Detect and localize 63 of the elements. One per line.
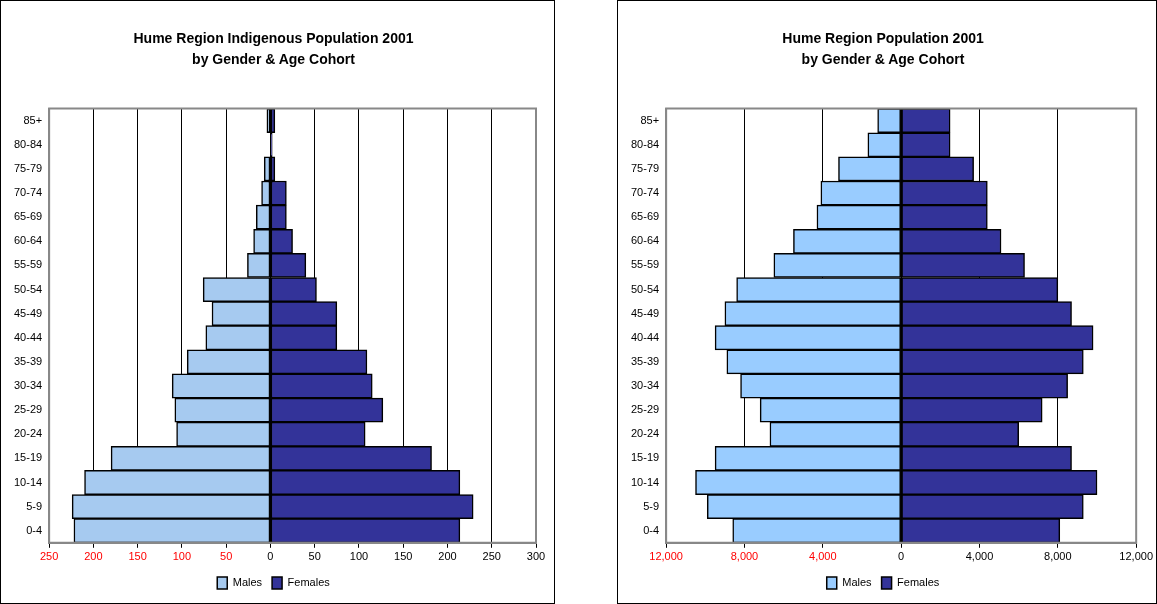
x-tick-label: 50 (220, 550, 233, 563)
chart-title: Hume Region Population 2001 (782, 30, 984, 47)
y-tick-label: 60-64 (13, 234, 43, 247)
chart-subtitle: by Gender & Age Cohort (192, 51, 356, 68)
y-tick-label: 10-14 (630, 475, 660, 488)
y-tick-label: 25-29 (13, 403, 43, 416)
x-tick-label: 0 (898, 550, 905, 563)
y-tick-label: 45-49 (630, 306, 660, 319)
y-tick-label: 80-84 (630, 137, 660, 150)
y-tick-label: 65-69 (13, 210, 43, 223)
x-tick-label: 0 (267, 550, 274, 563)
x-tick-label: 12,000 (649, 550, 683, 563)
y-tick-label: 85+ (640, 113, 660, 126)
y-tick-label: 50-54 (13, 282, 43, 295)
y-tick-label: 55-59 (13, 258, 43, 271)
x-tick-label: 150 (394, 550, 413, 563)
x-tick-label: 200 (84, 550, 103, 563)
x-tick-label: 4,000 (965, 550, 994, 563)
y-tick-label: 75-79 (13, 161, 43, 174)
y-tick-label: 30-34 (13, 379, 43, 392)
x-tick-label: 100 (349, 550, 369, 563)
legend-label: Females (897, 576, 940, 589)
x-tick-label: 200 (438, 550, 457, 563)
y-tick-label: 15-19 (630, 451, 660, 464)
y-tick-label: 30-34 (630, 379, 660, 392)
y-tick-label: 40-44 (13, 330, 43, 343)
y-tick-label: 35-39 (13, 354, 43, 367)
x-tick-label: 50 (308, 550, 321, 563)
x-tick-label: 4,000 (809, 550, 837, 563)
y-tick-label: 55-59 (630, 258, 660, 271)
y-tick-label: 5-9 (26, 499, 43, 512)
y-tick-label: 5-9 (643, 499, 660, 512)
y-tick-label: 65-69 (630, 210, 660, 223)
legend-label: Females (287, 576, 331, 589)
y-tick-label: 80-84 (13, 137, 43, 150)
legend-label: Males (842, 576, 873, 589)
x-tick-label: 8,000 (730, 550, 759, 563)
y-tick-label: 20-24 (630, 427, 660, 440)
x-tick-label: 250 (482, 550, 501, 563)
x-tick-label: 150 (128, 550, 147, 563)
y-tick-label: 0-4 (643, 523, 660, 536)
y-tick-label: 15-19 (13, 451, 43, 464)
y-tick-label: 60-64 (630, 234, 660, 247)
y-tick-label: 35-39 (630, 354, 660, 367)
chart-title: Hume Region Indigenous Population 2001 (133, 30, 414, 47)
y-tick-label: 40-44 (630, 330, 660, 343)
y-tick-label: 85+ (23, 113, 43, 126)
x-tick-label: 100 (172, 550, 192, 563)
legend-label: Males (232, 576, 263, 589)
y-tick-label: 70-74 (630, 186, 660, 199)
y-tick-label: 45-49 (13, 306, 43, 319)
y-tick-label: 20-24 (13, 427, 43, 440)
y-tick-label: 10-14 (13, 475, 43, 488)
chart-subtitle: by Gender & Age Cohort (801, 51, 965, 68)
y-tick-label: 50-54 (630, 282, 660, 295)
y-tick-label: 70-74 (13, 186, 43, 199)
x-tick-label: 8,000 (1044, 550, 1072, 563)
y-tick-label: 75-79 (630, 161, 660, 174)
x-tick-label: 300 (526, 550, 546, 563)
y-tick-label: 25-29 (630, 403, 660, 416)
x-tick-label: 250 (39, 550, 59, 563)
x-tick-label: 12,000 (1119, 550, 1154, 563)
y-tick-label: 0-4 (26, 523, 43, 536)
